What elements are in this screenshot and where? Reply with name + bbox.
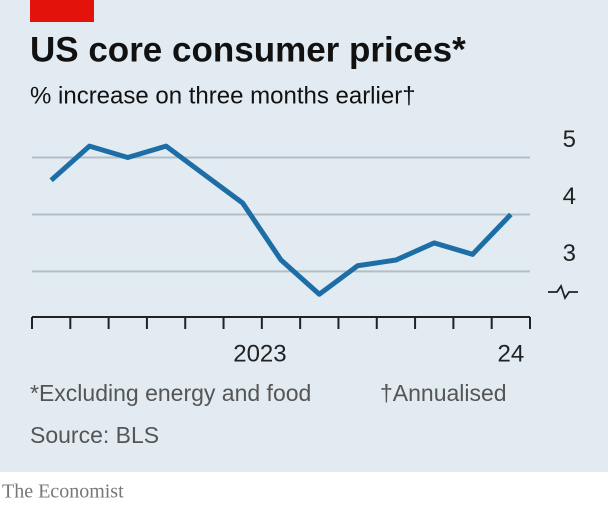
source: Source: BLS (30, 422, 159, 448)
x-tick-label: 2023 (233, 340, 286, 367)
y-tick-label: 4 (563, 183, 576, 210)
axis-break (548, 283, 578, 301)
footnote: *Excluding energy and food (30, 380, 311, 406)
chart-title: US core consumer prices* (30, 30, 466, 69)
brand: The Economist (2, 481, 124, 503)
y-tick-label: 5 (563, 126, 576, 153)
data-line (49, 143, 513, 297)
background (0, 0, 608, 472)
y-tick-label: 3 (563, 240, 576, 267)
x-tick-label: 24 (497, 340, 524, 367)
chart-subtitle: % increase on three months earlier† (30, 82, 416, 109)
red-tag (30, 0, 94, 22)
footnote: †Annualised (380, 380, 507, 406)
